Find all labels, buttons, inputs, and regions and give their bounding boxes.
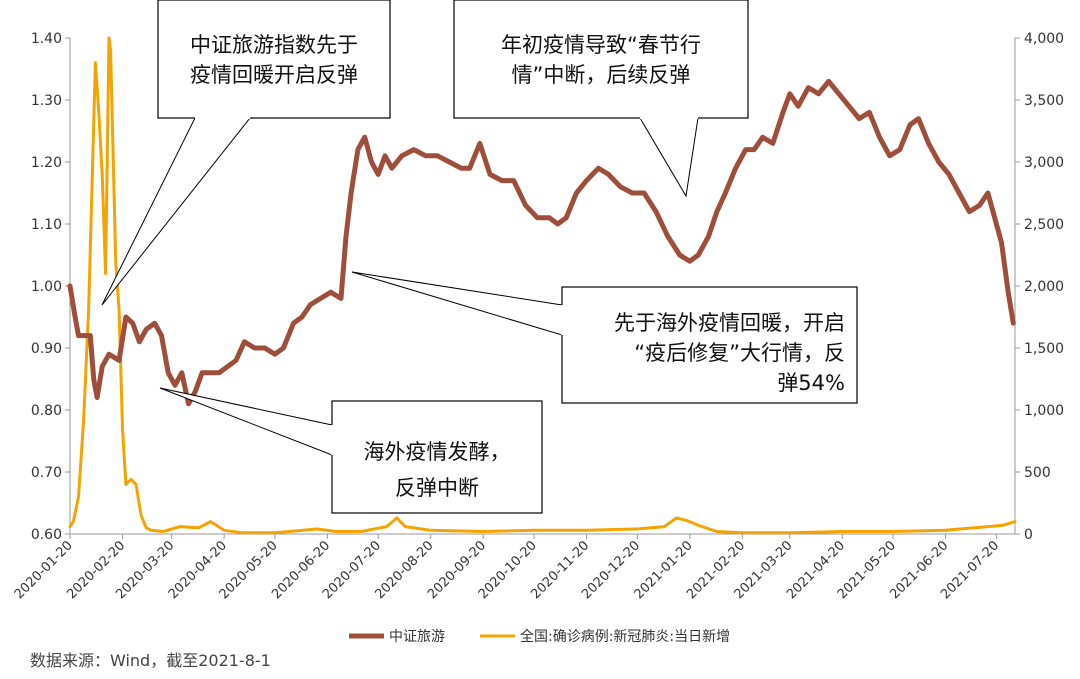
callout-box [331, 400, 543, 514]
right-tick-label: 1,500 [1024, 341, 1064, 357]
callout-text-line: 中证旅游指数先于 [190, 33, 358, 57]
left-tick-label: 1.20 [31, 155, 62, 171]
series-layer [67, 36, 1017, 535]
series-line-tourism-index [67, 78, 1016, 407]
callout-text-line: 弹54% [777, 371, 845, 395]
left-tick-label: 1.30 [31, 93, 62, 109]
legend-item-daily-new-cases: 全国:确诊病例:新冠肺炎:当日新增 [480, 628, 730, 645]
callout-pointer [639, 117, 699, 198]
callout-text-line: 反弹中断 [395, 476, 479, 500]
callout-text-line: 先于海外疫情回暖，开启 [614, 311, 845, 335]
right-tick-label: 0 [1024, 527, 1033, 543]
right-tick-label: 4,000 [1024, 31, 1064, 47]
callout-pointer [351, 271, 563, 336]
callouts: 中证旅游指数先于疫情回暖开启反弹年初疫情导致“春节行情”中断，后续反弹先于海外疫… [101, 0, 858, 514]
legend-item-tourism-index: 中证旅游 [349, 629, 445, 645]
right-tick-label: 2,500 [1024, 217, 1064, 233]
right-tick-label: 3,500 [1024, 93, 1064, 109]
callout-box [157, 0, 391, 119]
left-tick-label: 1.10 [31, 217, 62, 233]
callout-pointer [159, 387, 333, 456]
right-tick-label: 1,000 [1024, 403, 1064, 419]
left-tick-label: 1.00 [31, 279, 62, 295]
callout-box [561, 286, 858, 404]
callout-box [453, 0, 749, 119]
legend-label: 全国:确诊病例:新冠肺炎:当日新增 [520, 628, 730, 645]
left-tick-label: 0.60 [31, 527, 62, 543]
right-tick-label: 2,000 [1024, 279, 1064, 295]
callout-pointer [101, 117, 252, 306]
callout-text-line: 疫情回暖开启反弹 [190, 63, 358, 87]
callout-text-line: 海外疫情发酵， [364, 440, 511, 464]
callout-text-line: “疫后修复”大行情，反 [634, 341, 845, 365]
left-tick-label: 1.40 [31, 31, 62, 47]
left-tick-label: 0.80 [31, 403, 62, 419]
right-tick-label: 3,000 [1024, 155, 1064, 171]
callout-4: 海外疫情发酵， 反弹中断 [159, 387, 543, 514]
callout-text-line: 年初疫情导致“春节行 [501, 33, 701, 57]
left-tick-label: 0.70 [31, 465, 62, 481]
source-note: 数据来源：Wind，截至2021-8-1 [30, 651, 271, 670]
legend: 中证旅游 全国:确诊病例:新冠肺炎:当日新增 [349, 628, 730, 645]
legend-label: 中证旅游 [389, 629, 445, 645]
left-tick-label: 0.90 [31, 341, 62, 357]
series-line-daily-new-cases [68, 36, 1017, 535]
right-tick-label: 500 [1024, 465, 1051, 481]
callout-text-line: 情”中断，后续反弹 [512, 63, 691, 87]
